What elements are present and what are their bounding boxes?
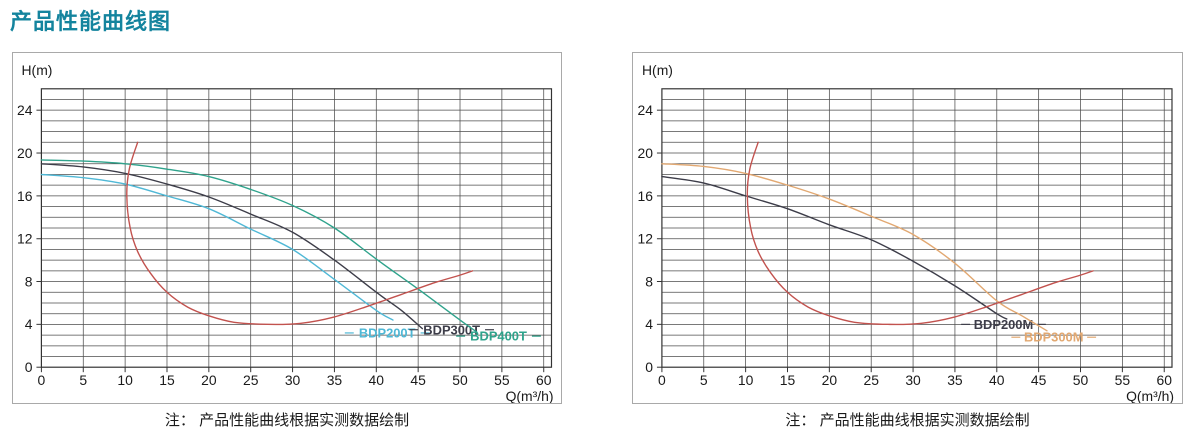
series-label-text: BDP300M [1024, 330, 1084, 345]
x-tick-label: 5 [79, 372, 87, 388]
x-tick-label: 5 [700, 372, 708, 388]
y-tick-label: 0 [645, 359, 653, 375]
x-tick-label: 40 [369, 372, 385, 388]
x-axis-label: Q(m³/h) [1126, 388, 1174, 403]
series-curve-operating-range-curve [746, 141, 1094, 326]
x-tick-label: 45 [1031, 372, 1047, 388]
axis-ticks [36, 109, 545, 373]
x-tick-label: 55 [494, 372, 510, 388]
chart-canvas: 0 4 8 12 16 20 24 0 5 10 15 20 25 30 35 40 45 50 55 60 H(m) Q… [17, 62, 554, 403]
x-tick-label: 50 [1073, 372, 1089, 388]
series-label-text: BDP200M [974, 317, 1034, 332]
x-tick-label: 35 [947, 372, 963, 388]
x-tick-label: 25 [863, 372, 879, 388]
y-tick-label: 12 [637, 231, 653, 247]
x-tick-label: 20 [822, 372, 838, 388]
series-label-BDP400T: BDP400T [456, 329, 541, 344]
series-curve-BDP400T [40, 159, 478, 333]
x-tick-label: 30 [905, 372, 921, 388]
x-tick-label: 0 [38, 372, 46, 388]
plot-frame [40, 88, 553, 368]
x-tick-label: 30 [285, 372, 301, 388]
y-axis-label: H(m) [642, 62, 673, 78]
x-tick-label: 10 [117, 372, 133, 388]
grid-lines [41, 88, 552, 368]
tick-labels: 0 4 8 12 16 20 24 0 5 10 15 20 25 30 35 40 45 50 55 60 [17, 102, 552, 388]
y-tick-label: 20 [637, 145, 653, 161]
chart-note-left: 注： 产品性能曲线根据实测数据绘制 [164, 412, 410, 429]
axis-ticks [656, 109, 1165, 373]
series-label-BDP200M: BDP200M [961, 317, 1046, 332]
y-tick-label: 0 [25, 359, 33, 375]
series-label-text: BDP300T [423, 322, 480, 337]
plot-frame [661, 88, 1173, 368]
chart-note-right: 注： 产品性能曲线根据实测数据绘制 [785, 412, 1030, 429]
y-tick-label: 4 [645, 316, 653, 332]
x-tick-label: 35 [327, 372, 343, 388]
x-tick-label: 20 [201, 372, 217, 388]
x-axis-label: Q(m³/h) [506, 388, 554, 403]
series-curve-BDP200T [40, 173, 394, 321]
x-tick-label: 25 [243, 372, 259, 388]
x-tick-label: 15 [159, 372, 175, 388]
series-label-BDP200T: BDP200T [344, 325, 430, 340]
performance-chart-panel-left: 0 4 8 12 16 20 24 0 5 10 15 20 25 30 35 40 45 50 55 60 H(m) Q… [12, 52, 562, 404]
series-curve-operating-range-curve [126, 141, 474, 326]
tick-labels: 0 4 8 12 16 20 24 0 5 10 15 20 25 30 35 40 45 50 55 60 [637, 102, 1172, 388]
series-label-text: BDP400T [470, 329, 527, 344]
y-tick-label: 8 [25, 273, 33, 289]
series-curve-BDP300M [661, 163, 1048, 332]
series-curve-BDP300T [40, 163, 424, 330]
y-tick-label: 4 [25, 316, 33, 332]
y-axis-label: H(m) [22, 62, 53, 78]
x-tick-label: 45 [410, 372, 426, 388]
x-tick-label: 40 [989, 372, 1005, 388]
y-tick-label: 8 [645, 273, 653, 289]
x-tick-label: 50 [452, 372, 468, 388]
series-curve-BDP200M [661, 175, 1008, 320]
y-tick-label: 16 [17, 188, 33, 204]
series-label-BDP300M: BDP300M [1011, 330, 1097, 345]
y-tick-label: 16 [637, 188, 653, 204]
grid-lines [661, 88, 1172, 368]
y-tick-label: 24 [17, 102, 33, 118]
x-tick-label: 15 [780, 372, 796, 388]
y-tick-label: 12 [17, 231, 33, 247]
page-title: 产品性能曲线图 [10, 9, 172, 34]
x-tick-label: 60 [1156, 372, 1172, 388]
x-tick-label: 10 [738, 372, 754, 388]
x-tick-label: 0 [658, 372, 666, 388]
series-label-text: BDP200T [359, 325, 416, 340]
x-tick-label: 60 [536, 372, 552, 388]
series-label-BDP300T: BDP300T [409, 322, 494, 337]
y-tick-label: 24 [637, 102, 653, 118]
y-tick-label: 20 [17, 145, 33, 161]
x-tick-label: 55 [1115, 372, 1131, 388]
performance-chart-panel-right: 0 4 8 12 16 20 24 0 5 10 15 20 25 30 35 40 45 50 55 60 H(m) Q… [632, 52, 1183, 404]
chart-canvas: 0 4 8 12 16 20 24 0 5 10 15 20 25 30 35 40 45 50 55 60 H(m) Q… [637, 62, 1174, 403]
